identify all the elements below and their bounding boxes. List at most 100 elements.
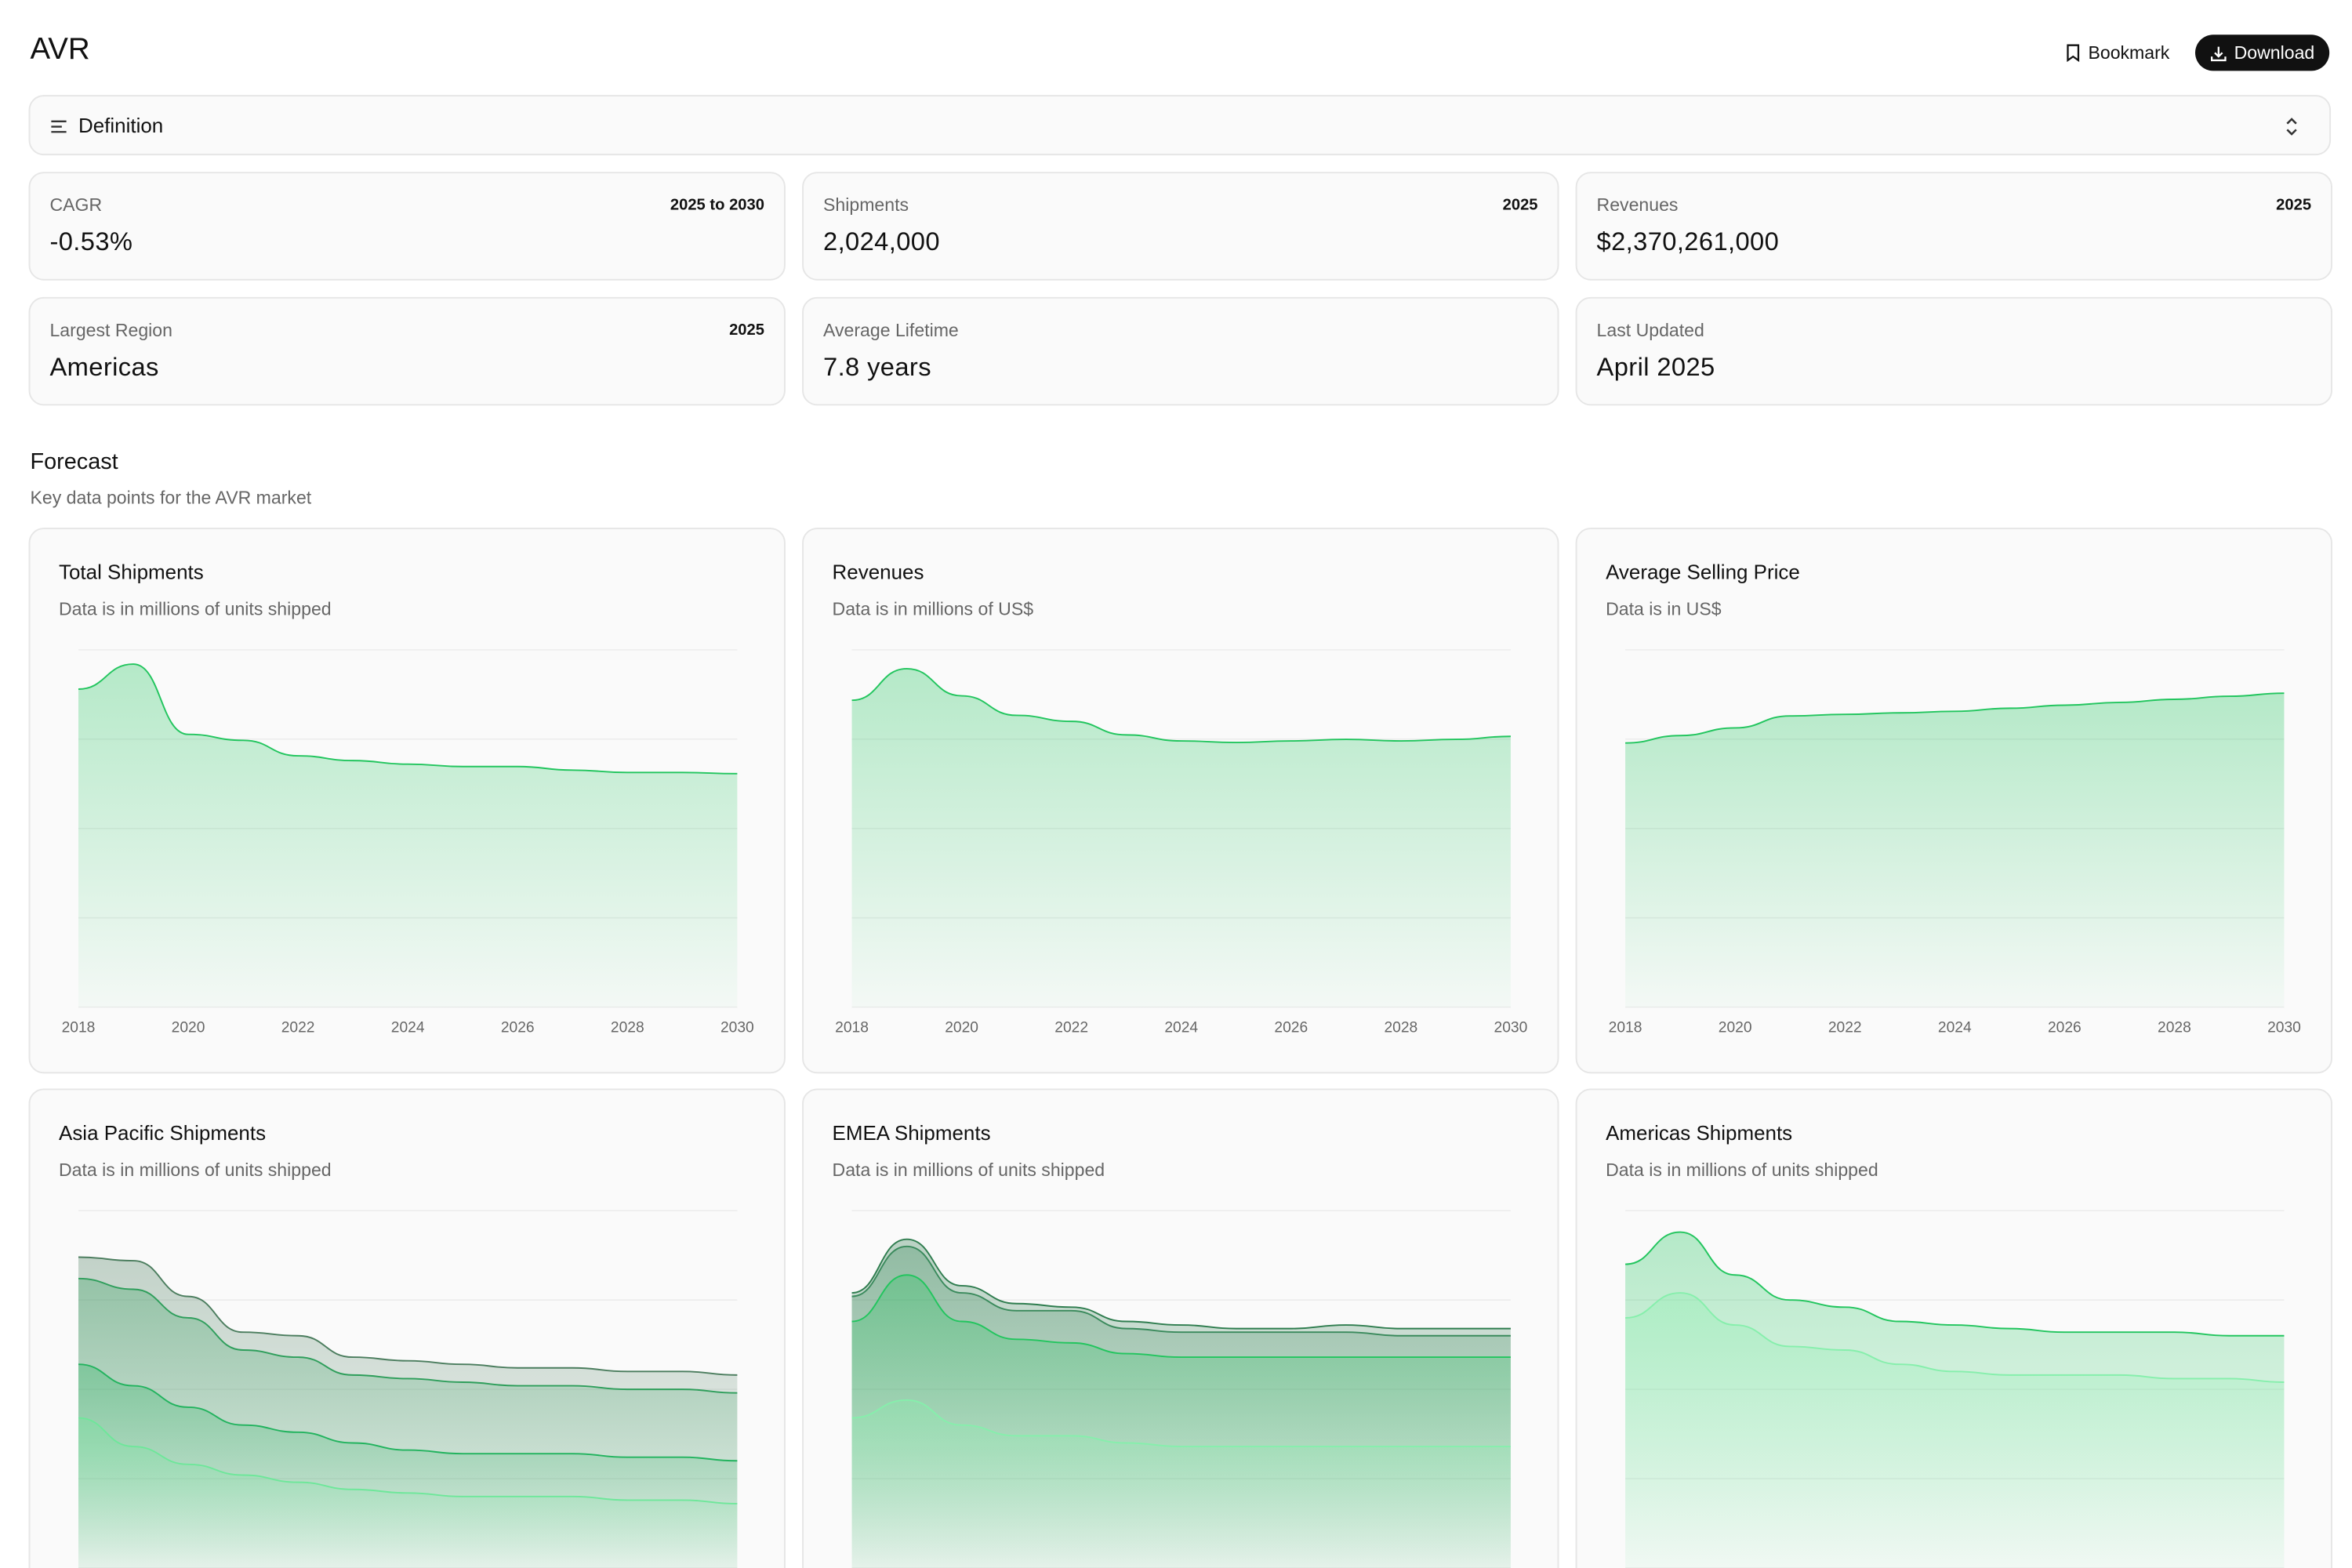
area-fill: [1625, 693, 2285, 1007]
x-tick-label: 2028: [611, 1020, 644, 1036]
chart-card: Total Shipments Data is in millions of un…: [28, 528, 786, 1074]
stat-label: Largest Region: [49, 319, 172, 341]
chart-title: Asia Pacific Shipments: [59, 1121, 267, 1145]
series-line: [78, 1417, 738, 1504]
definition-label: Definition: [78, 114, 164, 137]
stat-card: CAGR 2025 to 2030 -0.53%: [28, 172, 786, 281]
chart-title: Americas Shipments: [1606, 1121, 1793, 1145]
chart-subtitle: Data is in millions of units shipped: [1606, 1159, 1878, 1181]
stat-card: Revenues 2025 $2,370,261,000: [1575, 172, 2332, 281]
x-tick-label: 2030: [2267, 1020, 2301, 1036]
chart-subtitle: Data is in millions of US$: [832, 598, 1034, 620]
stat-value: 7.8 years: [823, 353, 931, 382]
chart-card: Revenues Data is in millions of US$ 2018 20…: [802, 528, 1559, 1074]
page-title: AVR: [30, 33, 90, 67]
x-tick-label: 2018: [835, 1020, 869, 1036]
section-title: Forecast: [30, 449, 118, 475]
stat-label: Shipments: [823, 194, 909, 216]
area-fill: [78, 664, 738, 1007]
stat-value: $2,370,261,000: [1596, 227, 1780, 256]
x-tick-label: 2022: [1828, 1020, 1862, 1036]
chart-title: Average Selling Price: [1606, 561, 1800, 584]
area-fill: [851, 668, 1511, 1007]
chart-card: Asia Pacific Shipments Data is in million…: [28, 1088, 786, 1568]
stat-card: Last Updated April 2025: [1575, 296, 2332, 406]
section-subtitle: Key data points for the AVR market: [30, 487, 312, 509]
x-tick-label: 2020: [945, 1020, 978, 1036]
series-line: [851, 667, 1511, 744]
stat-value: 2,024,000: [823, 227, 940, 256]
chart-title: Total Shipments: [59, 561, 204, 584]
x-tick-label: 2020: [172, 1020, 205, 1036]
x-tick-label: 2028: [2158, 1020, 2191, 1036]
chart-title: Revenues: [832, 561, 924, 584]
chart-card: Americas Shipments Data is in millions of…: [1575, 1088, 2332, 1568]
x-tick-label: 2022: [1054, 1020, 1088, 1036]
series-line: [851, 1245, 1511, 1337]
stat-label: CAGR: [49, 194, 103, 216]
series-line: [1625, 1231, 2285, 1337]
chart-title: EMEA Shipments: [832, 1121, 991, 1145]
x-tick-label: 2018: [1609, 1020, 1642, 1036]
stat-label: Average Lifetime: [823, 319, 959, 341]
stat-qualifier: 2025: [729, 321, 764, 339]
chart-subtitle: Data is in US$: [1606, 598, 1722, 620]
x-tick-label: 2028: [1384, 1020, 1417, 1036]
series-line: [1625, 1292, 2285, 1383]
area-fill: [1625, 1293, 2285, 1568]
stat-card: Largest Region 2025 Americas: [28, 296, 786, 406]
stat-value: April 2025: [1596, 353, 1715, 382]
download-icon: [2210, 45, 2227, 61]
stat-label: Revenues: [1596, 194, 1679, 216]
chart: 2018 2020 2022 2024 2026 2028 2030: [1609, 649, 2301, 1036]
chart: 2018 2020 2022 2024 2026 2028 2030: [835, 649, 1528, 1036]
x-tick-label: 2030: [1494, 1020, 1528, 1036]
stat-card: Shipments 2025 2,024,000: [802, 172, 1559, 281]
series-line: [78, 1277, 738, 1394]
stat-qualifier: 2025 to 2030: [670, 196, 764, 215]
download-label: Download: [2234, 42, 2315, 64]
definition-bar[interactable]: Definition: [28, 95, 2332, 156]
x-tick-label: 2022: [281, 1020, 315, 1036]
stat-label: Last Updated: [1596, 319, 1704, 341]
chart-card: Average Selling Price Data is in US$ 2018 2…: [1575, 528, 2332, 1074]
series-line: [851, 1274, 1511, 1359]
series-line: [78, 663, 738, 775]
stat-qualifier: 2025: [2276, 196, 2312, 215]
chart-subtitle: Data is in millions of units shipped: [832, 1159, 1105, 1181]
x-tick-label: 2020: [1719, 1020, 1752, 1036]
x-tick-label: 2024: [1938, 1020, 1972, 1036]
stat-value: -0.53%: [49, 227, 133, 256]
x-tick-label: 2026: [501, 1020, 535, 1036]
bookmark-button[interactable]: Bookmark: [2056, 36, 2179, 69]
chart: 2018 2020 2022 2024 2026 2028 2030: [62, 649, 754, 1036]
expand-icon: [2286, 118, 2297, 136]
chart-card: EMEA Shipments Data is in millions of uni…: [802, 1088, 1559, 1568]
download-button[interactable]: Download: [2195, 34, 2330, 71]
stat-value: Americas: [49, 353, 159, 382]
bookmark-icon: [2067, 44, 2080, 62]
series-line: [78, 1363, 738, 1462]
series-line: [851, 1399, 1511, 1447]
x-tick-label: 2026: [2048, 1020, 2082, 1036]
menu-icon: [51, 120, 67, 133]
bookmark-label: Bookmark: [2088, 42, 2170, 64]
x-tick-label: 2018: [62, 1020, 96, 1036]
x-tick-label: 2024: [1164, 1020, 1198, 1036]
chart-subtitle: Data is in millions of units shipped: [59, 598, 332, 620]
stat-card: Average Lifetime 7.8 years: [802, 296, 1559, 406]
series-line: [78, 1256, 738, 1376]
x-tick-label: 2030: [720, 1020, 754, 1036]
x-tick-label: 2024: [391, 1020, 425, 1036]
area-fill: [851, 1399, 1511, 1568]
series-line: [1625, 692, 2285, 744]
x-tick-label: 2026: [1274, 1020, 1308, 1036]
chart-subtitle: Data is in millions of units shipped: [59, 1159, 332, 1181]
stat-qualifier: 2025: [1502, 196, 1538, 215]
series-line: [851, 1238, 1511, 1330]
